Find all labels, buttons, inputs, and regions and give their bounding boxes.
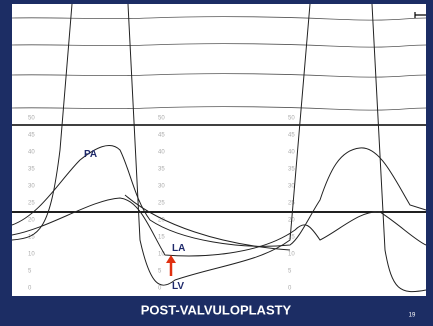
- scale-label: 45: [288, 133, 295, 139]
- lv-label: LV: [172, 281, 184, 292]
- scale-label: 20: [28, 218, 35, 224]
- scale-label: 45: [158, 133, 165, 139]
- pa-label: PA: [84, 149, 97, 160]
- scale-label: 30: [28, 184, 35, 190]
- caption: POST-VALVULOPLASTY: [141, 302, 292, 317]
- scale-label: 15: [158, 235, 165, 241]
- scale-label: 35: [158, 167, 165, 173]
- scale-label: 10: [288, 252, 295, 258]
- scale-label: 25: [28, 201, 35, 207]
- scale-label: 50: [28, 116, 35, 122]
- scale-label: 25: [288, 201, 295, 207]
- scale-label: 50: [288, 116, 295, 122]
- slide: 5045403530252015105050454035302520151050…: [0, 0, 433, 326]
- scale-label: 30: [158, 184, 165, 190]
- scale-label: 25: [158, 201, 165, 207]
- scale-label: 40: [28, 150, 35, 156]
- scale-label: 50: [158, 116, 165, 122]
- page-number: 19: [409, 313, 416, 319]
- scale-label: 40: [288, 150, 295, 156]
- scale-label: 45: [28, 133, 35, 139]
- tracing-area: [12, 4, 426, 296]
- la-label: LA: [172, 243, 185, 254]
- scale-label: 15: [288, 235, 295, 241]
- scale-label: 35: [28, 167, 35, 173]
- scale-label: 35: [288, 167, 295, 173]
- scale-label: 10: [28, 252, 35, 258]
- scale-label: 40: [158, 150, 165, 156]
